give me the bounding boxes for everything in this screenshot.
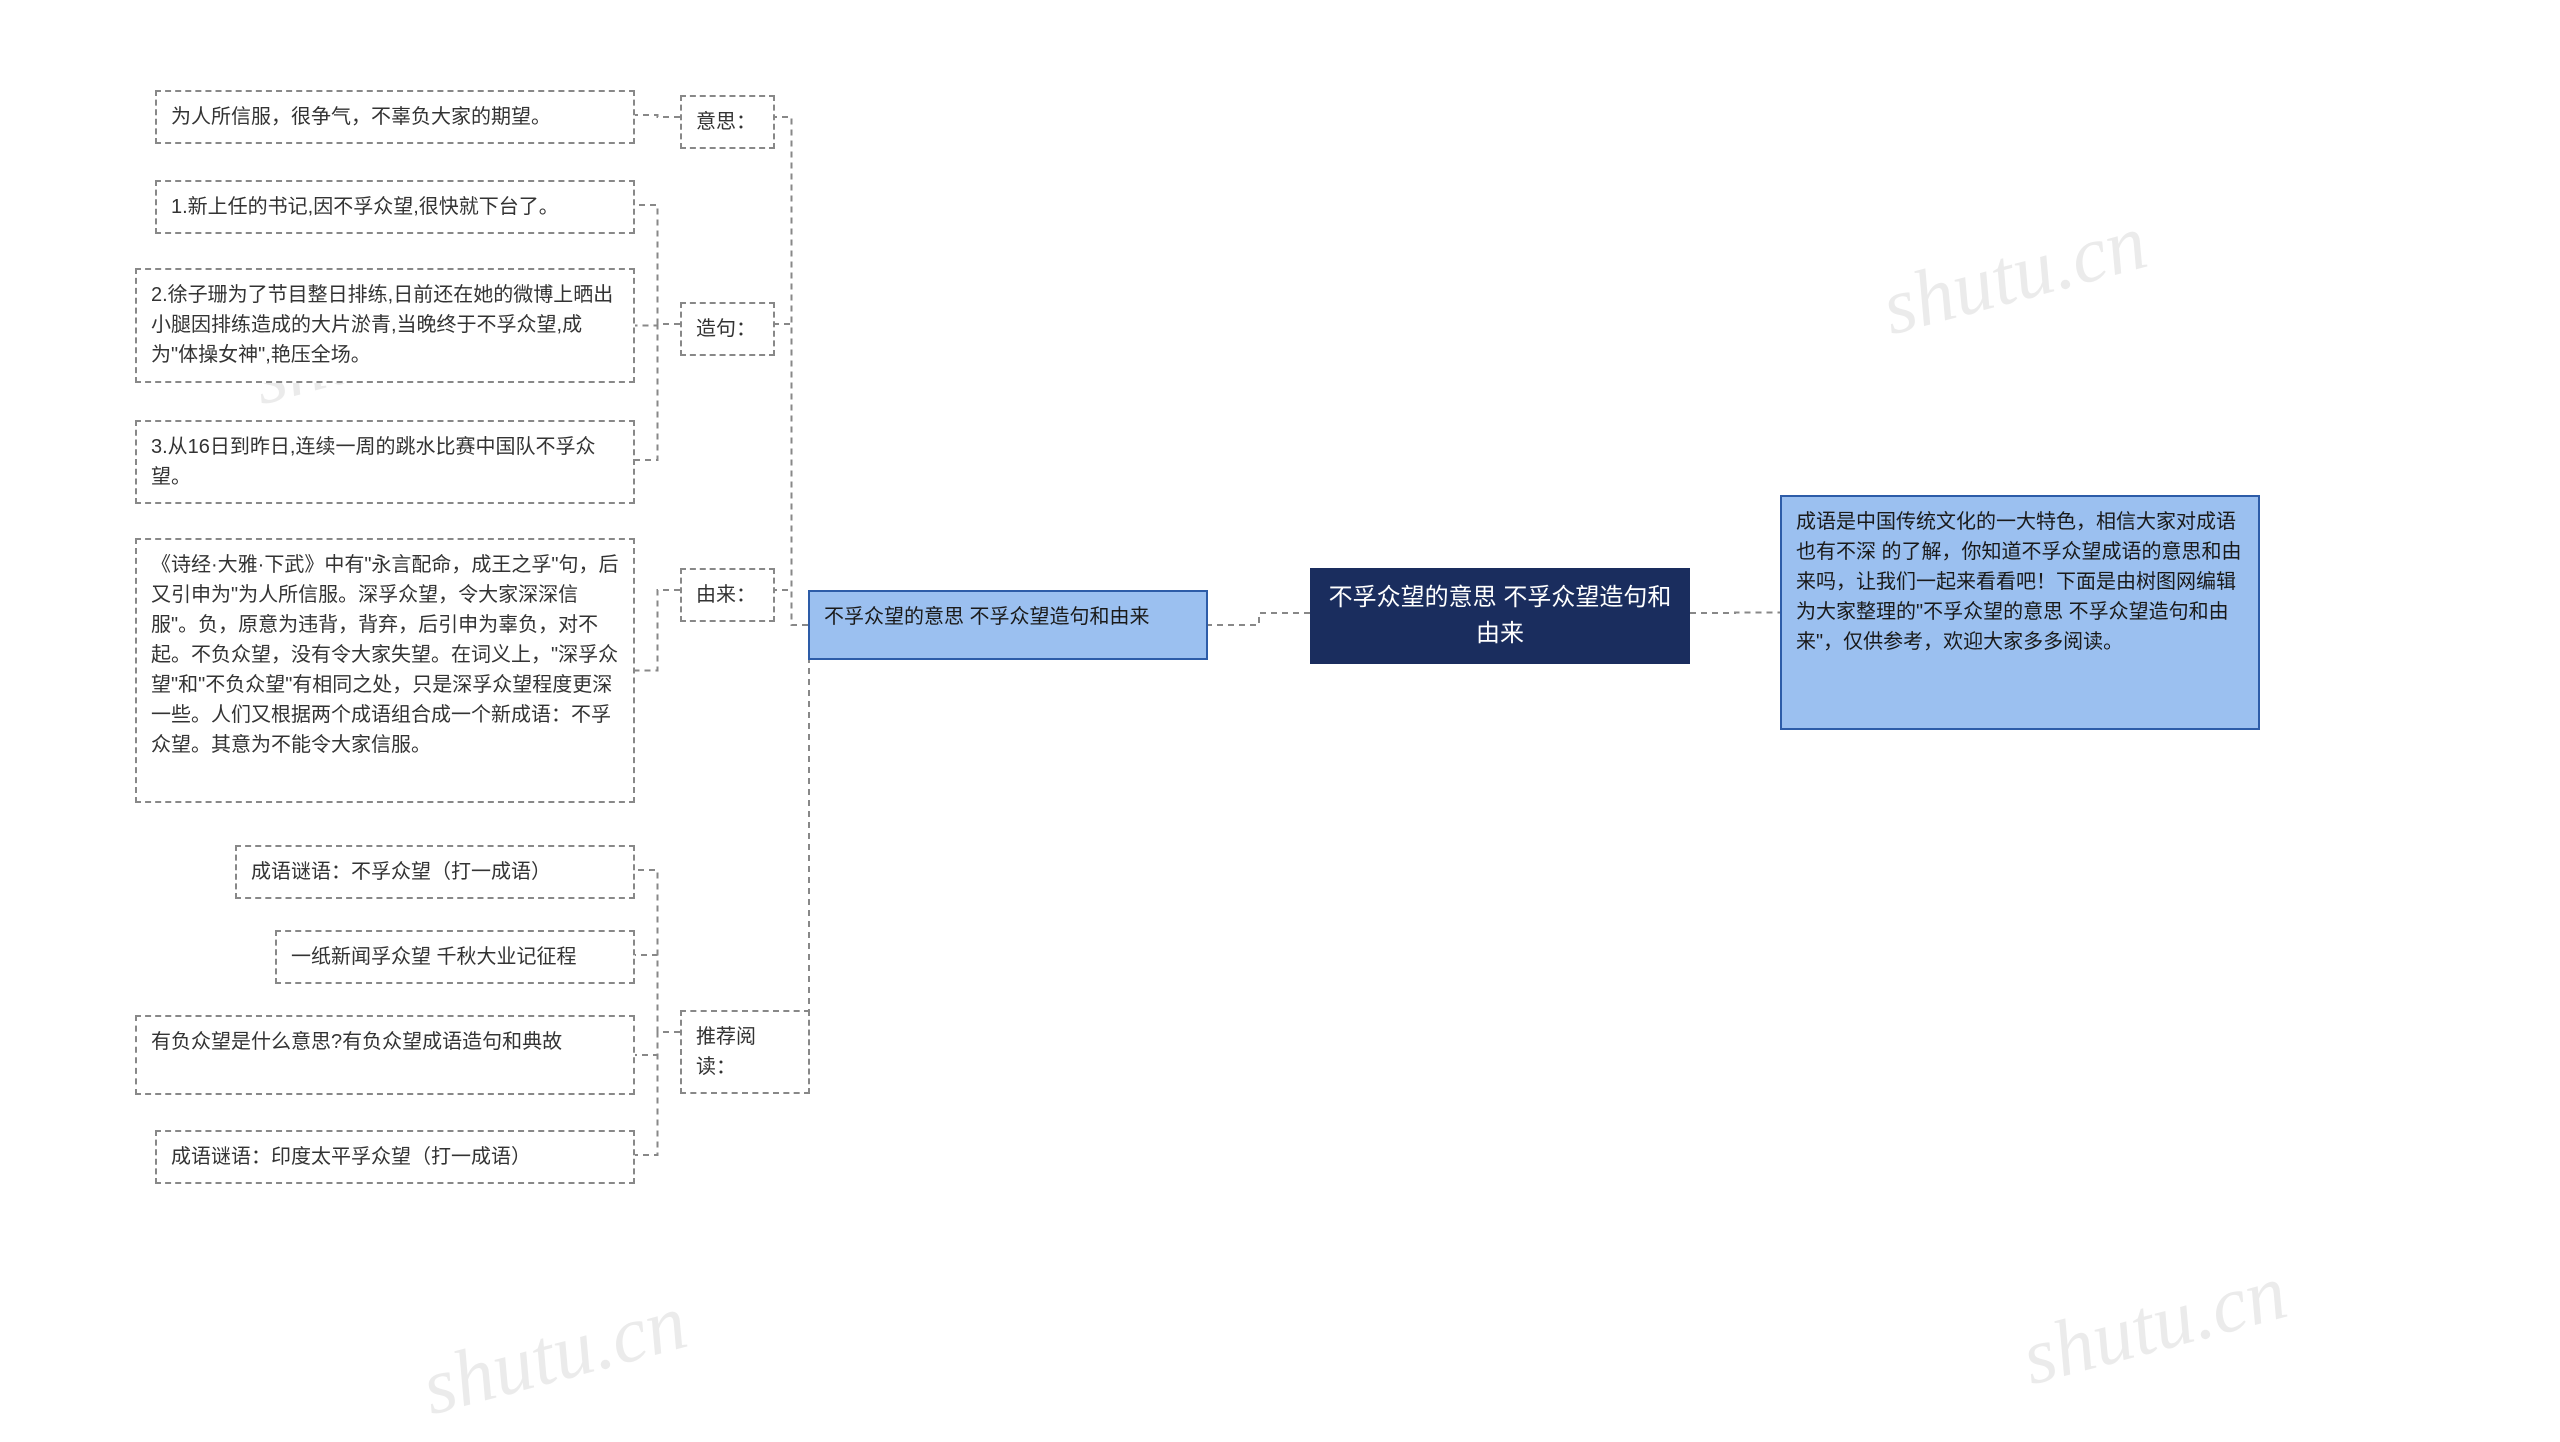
leaf-recommend-1: 一纸新闻孚众望 千秋大业记征程	[275, 930, 635, 984]
leaf-recommend-2: 有负众望是什么意思?有负众望成语造句和典故	[135, 1015, 635, 1095]
leaf-sentence-2: 2.徐子珊为了节目整日排练,日前还在她的微博上晒出小腿因排练造成的大片淤青,当晚…	[135, 268, 635, 383]
category-recommend: 推荐阅读：	[680, 1010, 810, 1094]
mindmap-root: 不孚众望的意思 不孚众望造句和由来	[1310, 568, 1690, 664]
leaf-recommend-0: 成语谜语：不孚众望（打一成语）	[235, 845, 635, 899]
leaf-recommend-3: 成语谜语：印度太平孚众望（打一成语）	[155, 1130, 635, 1184]
category-origin: 由来：	[680, 568, 775, 622]
leaf-sentence-1: 1.新上任的书记,因不孚众望,很快就下台了。	[155, 180, 635, 234]
leaf-origin-0: 《诗经·大雅·下武》中有"永言配命，成王之孚"句，后又引申为"为人所信服。深孚众…	[135, 538, 635, 803]
category-meaning: 意思：	[680, 95, 775, 149]
watermark: shutu.cn	[1873, 197, 2156, 354]
subtopic: 不孚众望的意思 不孚众望造句和由来	[808, 590, 1208, 660]
watermark: shutu.cn	[2013, 1247, 2296, 1404]
intro-box: 成语是中国传统文化的一大特色，相信大家对成语也有不深 的了解，你知道不孚众望成语…	[1780, 495, 2260, 730]
category-sentences: 造句：	[680, 302, 775, 356]
leaf-sentence-3: 3.从16日到昨日,连续一周的跳水比赛中国队不孚众望。	[135, 420, 635, 504]
leaf-meaning-0: 为人所信服，很争气，不辜负大家的期望。	[155, 90, 635, 144]
watermark: shutu.cn	[413, 1277, 696, 1434]
